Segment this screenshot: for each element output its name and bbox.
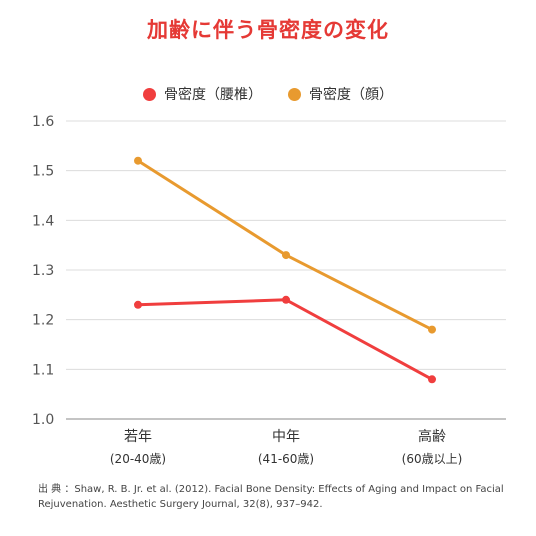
- legend-item-face: 骨密度（顔）: [288, 84, 393, 104]
- x-tick-sublabel: (60歳以上): [402, 452, 463, 466]
- source-line-2: Rejuvenation. Aesthetic Surgery Journal,…: [38, 499, 323, 510]
- x-tick-sublabel: (41-60歳): [258, 452, 314, 466]
- legend-item-lumbar: 骨密度（腰椎）: [143, 84, 262, 104]
- data-point-lumbar: [134, 300, 142, 309]
- data-point-face: [428, 325, 436, 334]
- series-line-lumbar: [137, 298, 433, 381]
- x-tick-sublabel: (20-40歳): [110, 452, 166, 466]
- x-tick-label: 中年: [272, 429, 300, 445]
- data-point-lumbar: [282, 295, 290, 304]
- y-tick-label: 1.0: [32, 412, 54, 428]
- legend-marker-face: [288, 87, 301, 101]
- y-tick-label: 1.2: [32, 313, 54, 329]
- y-tick-label: 1.6: [32, 114, 54, 130]
- x-tick-label: 若年: [124, 429, 152, 445]
- legend-label-face: 骨密度（顔）: [309, 87, 393, 103]
- data-point-lumbar: [428, 375, 436, 384]
- legend-marker-lumbar: [143, 87, 156, 101]
- y-tick-label: 1.3: [32, 263, 54, 279]
- source-citation: 出 典 ：Shaw, R. B. Jr. et al. (2012). Faci…: [38, 482, 508, 512]
- data-point-face: [134, 156, 142, 165]
- y-tick-label: 1.5: [32, 164, 54, 180]
- y-tick-label: 1.1: [32, 362, 54, 378]
- chart-title: 加齢に伴う骨密度の変化: [147, 18, 389, 42]
- legend-label-lumbar: 骨密度（腰椎）: [164, 87, 262, 103]
- x-tick-label: 高齢: [418, 428, 446, 445]
- y-tick-label: 1.4: [32, 213, 54, 229]
- source-line-1: 出 典 ：Shaw, R. B. Jr. et al. (2012). Faci…: [38, 484, 504, 495]
- legend: 骨密度（腰椎） 骨密度（顔）: [0, 84, 536, 104]
- data-point-face: [282, 251, 290, 260]
